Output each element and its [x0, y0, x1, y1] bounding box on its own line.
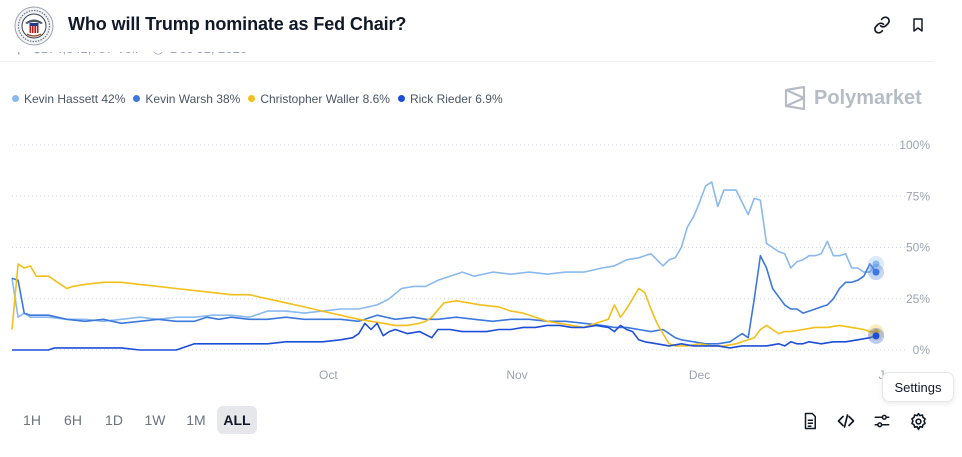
range-button-1w[interactable]: 1W: [144, 412, 166, 428]
clock-icon: ◷: [152, 48, 164, 56]
price-history-chart: 0%25%50%75%100%OctNovDecJan: [11, 138, 931, 382]
bookmark-button[interactable]: [905, 12, 931, 38]
bookmark-icon: [913, 18, 923, 32]
volume-text: $174,341,787 Vol.: [33, 48, 139, 56]
range-button-1h[interactable]: 1H: [23, 412, 41, 428]
embed-code-button[interactable]: [834, 409, 858, 433]
link-icon: [874, 16, 890, 34]
range-button-6h[interactable]: 6H: [64, 412, 82, 428]
series-end-point: [872, 260, 880, 268]
legend-item: Kevin Warsh 38%: [133, 92, 240, 106]
document-icon: [804, 412, 816, 430]
page-title: Who will Trump nominate as Fed Chair?: [68, 14, 407, 34]
legend-label: Christopher Waller 8.6%: [260, 91, 390, 106]
legend-item: Kevin Hassett 42%: [12, 92, 125, 106]
legend-label: Rick Rieder 6.9%: [409, 91, 503, 106]
range-button-all[interactable]: ALL: [217, 406, 257, 434]
legend-label: Kevin Warsh 38%: [145, 91, 241, 106]
x-tick-label: Nov: [506, 368, 527, 382]
header-divider: [0, 61, 934, 62]
market-header: Who will Trump nominate as Fed Chair?: [0, 0, 962, 52]
polymarket-brand: Polymarket: [784, 86, 922, 110]
legend-dot: [12, 95, 19, 102]
brand-name: Polymarket: [814, 86, 922, 109]
polymarket-logo-icon: [784, 86, 806, 110]
x-tick-label: Dec: [689, 368, 710, 382]
legend-dot: [248, 95, 256, 102]
legend-label: Kevin Hassett 42%: [24, 91, 126, 106]
gear-icon: [910, 412, 926, 430]
legend-dot: [397, 95, 405, 102]
copy-link-button[interactable]: [869, 12, 895, 38]
series-end-point: [872, 268, 880, 276]
time-range-selector: 1H 6H 1D 1W 1M ALL: [12, 406, 258, 434]
series-line: [11, 181, 877, 323]
chart-legend: Kevin Hassett 42% Kevin Warsh 38% Christop…: [12, 91, 511, 106]
series-end-point: [872, 332, 880, 340]
y-tick-label: 100%: [899, 138, 930, 152]
range-button-1d[interactable]: 1D: [105, 412, 123, 428]
federal-reserve-seal-icon: [14, 6, 54, 46]
legend-item: Christopher Waller 8.6%: [248, 92, 390, 106]
legend-dot: [133, 95, 141, 102]
trophy-icon: ⚲: [14, 48, 24, 56]
series-line: [11, 254, 877, 345]
code-icon: [837, 414, 855, 428]
y-tick-label: 0%: [913, 343, 931, 357]
sliders-icon: [874, 414, 890, 428]
settings-tooltip: Settings: [882, 372, 954, 402]
y-tick-label: 50%: [906, 241, 930, 255]
settings-button[interactable]: [906, 409, 930, 433]
chart-controls-button[interactable]: [870, 409, 894, 433]
legend-item: Rick Rieder 6.9%: [397, 91, 503, 106]
x-tick-label: Oct: [319, 368, 338, 382]
y-tick-label: 75%: [906, 189, 930, 203]
range-button-1m[interactable]: 1M: [186, 412, 206, 428]
series-line: [12, 322, 877, 351]
series-line: [11, 263, 877, 347]
end-date-text: Dec 31, 2026: [169, 48, 248, 56]
y-tick-label: 25%: [906, 292, 930, 306]
market-meta-row: ⚲ $174,341,787 Vol. ◷ Dec 31, 2026: [14, 48, 247, 62]
document-button[interactable]: [798, 409, 822, 433]
